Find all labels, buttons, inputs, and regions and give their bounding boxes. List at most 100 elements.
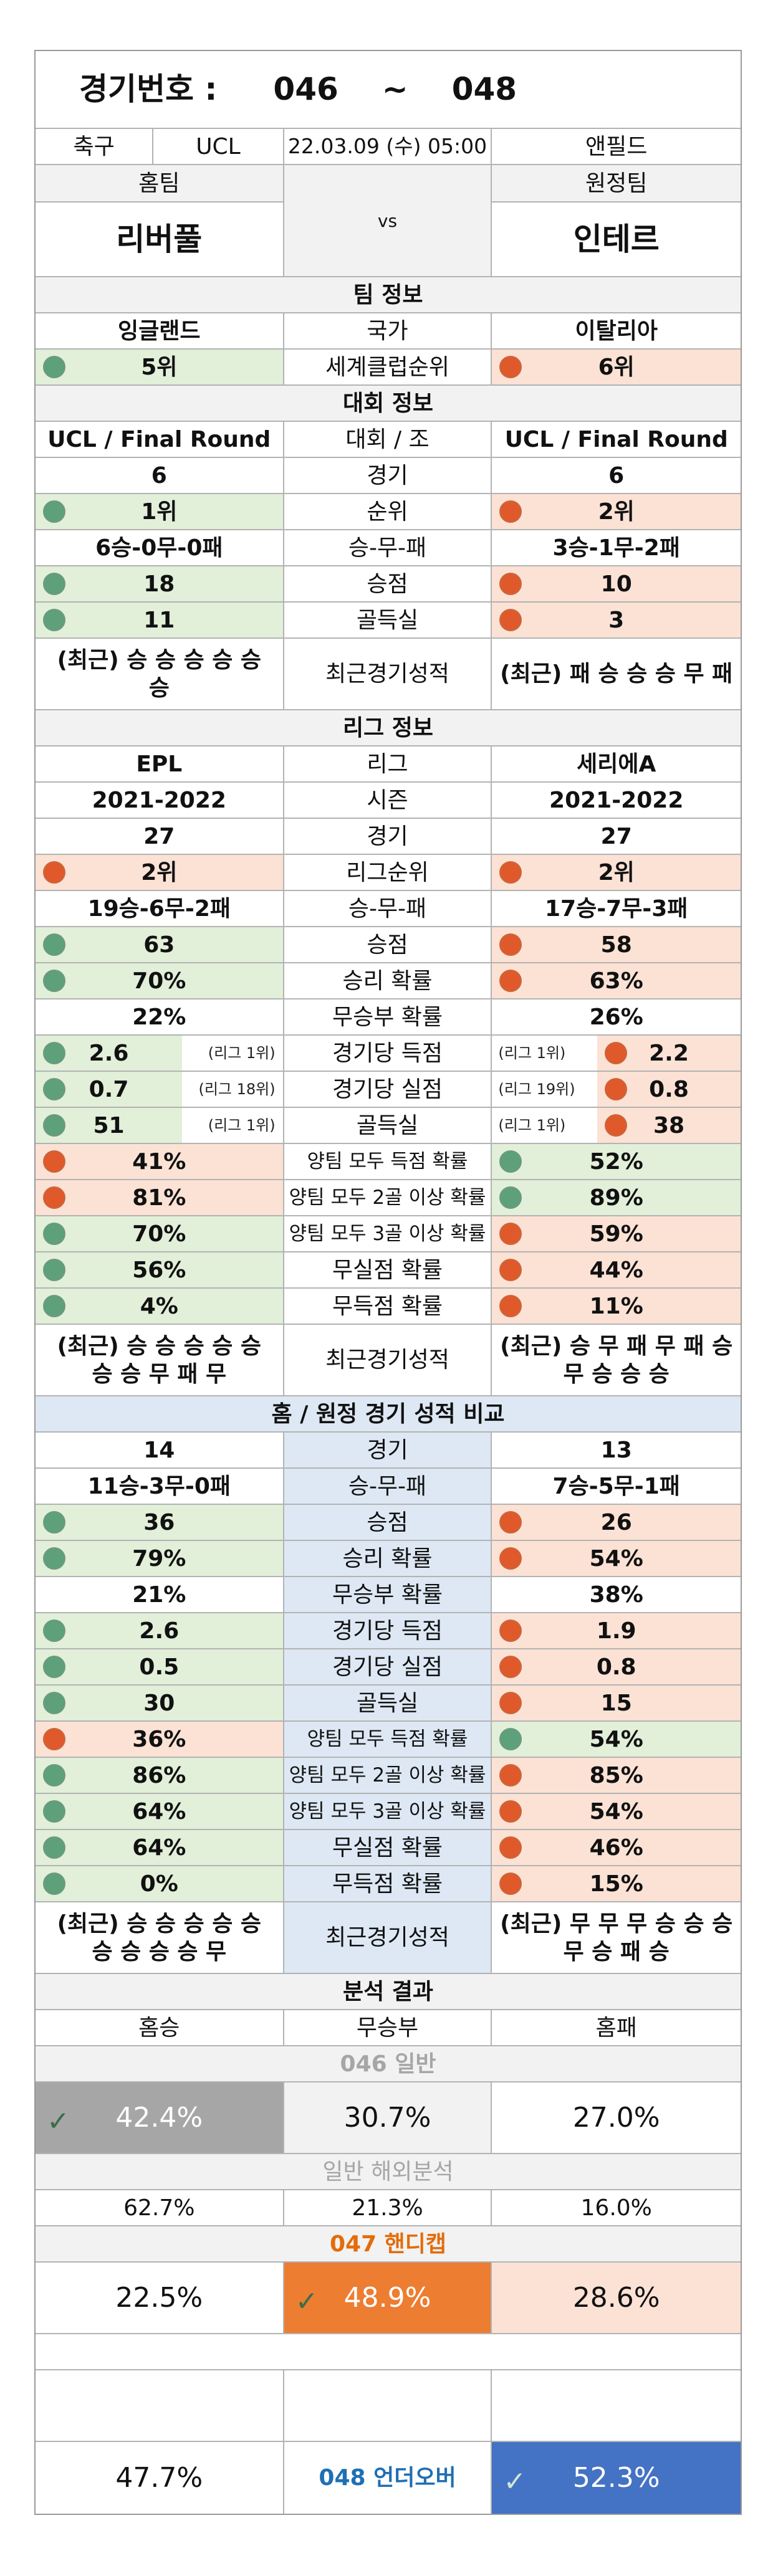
- stat-row: 2021-2022 시즌 2021-2022: [36, 783, 741, 819]
- home-value-text: 22%: [132, 1004, 186, 1030]
- overseas-draw: 21.3%: [284, 2190, 492, 2225]
- stat-label: 골득실: [284, 603, 492, 637]
- away-value: 15: [492, 1686, 741, 1720]
- home-value-text: 56%: [132, 1257, 186, 1283]
- away-value-text: UCL / Final Round: [504, 426, 728, 452]
- stat-row: 36 승점 26: [36, 1505, 741, 1541]
- home-value-text: 64%: [132, 1834, 186, 1861]
- stat-row: 1위 순위 2위: [36, 494, 741, 530]
- home-value-text: 36: [143, 1509, 175, 1535]
- stat-label-text: 승점: [367, 571, 408, 597]
- stat-label: 무승부 확률: [284, 999, 492, 1034]
- g047-title: 047 핸디캡: [329, 2231, 447, 2257]
- stat-label-text: 무승부 확률: [332, 1004, 443, 1030]
- home-league-note: (리그 1위): [208, 1117, 276, 1134]
- home-value-text: 4%: [140, 1293, 178, 1319]
- home-value: 2021-2022: [36, 783, 284, 818]
- green-dot-icon: [43, 609, 65, 631]
- home-value: 0.5: [36, 1649, 284, 1684]
- blank-row: [36, 2370, 741, 2442]
- comp-recent-row: (최근) 승 승 승 승 승 승 최근경기성적 (최근) 패 승 승 승 무 패: [36, 639, 741, 710]
- home-value: UCL / Final Round: [36, 422, 284, 457]
- stat-row: 2위 리그순위 2위: [36, 855, 741, 891]
- stat-label-text: 양팀 모두 2골 이상 확률: [289, 1763, 486, 1787]
- away-value: 59%: [492, 1216, 741, 1251]
- stat-row: 6 경기 6: [36, 458, 741, 494]
- comp-recent-label: 최근경기성적: [284, 639, 492, 709]
- home-loss-label: 홈패: [595, 2015, 637, 2041]
- check-icon: ✓: [295, 2285, 319, 2317]
- comp-info-title: 대회 정보: [342, 390, 433, 416]
- away-value: 58: [492, 927, 741, 962]
- away-value: 세리에A: [492, 747, 741, 781]
- g047-title-row: 047 핸디캡: [36, 2226, 741, 2263]
- stat-label-text: 경기당 득점: [332, 1618, 443, 1644]
- draw-label: 무승부: [284, 2010, 492, 2045]
- teams-row: 홈팀 리버풀 vs 원정팀 인테르: [36, 165, 741, 277]
- green-dot-icon: [43, 1872, 65, 1895]
- home-value-text: 2위: [141, 859, 178, 885]
- away-value-text: 7승-5무-1패: [552, 1473, 680, 1499]
- stat-label: 경기: [284, 819, 492, 854]
- match-meta-row: 축구 UCL 22.03.09 (수) 05:00 앤필드: [36, 129, 741, 165]
- stat-label: 경기: [284, 458, 492, 493]
- g048-title: 048 언더오버: [284, 2442, 492, 2514]
- home-value: 6승-0무-0패: [36, 530, 284, 565]
- home-value-text: 64%: [132, 1798, 186, 1825]
- stat-label-text: 골득실: [356, 607, 419, 633]
- stat-label-text: 양팀 모두 3골 이상 확률: [289, 1800, 486, 1823]
- stat-label-text: 무득점 확률: [332, 1293, 443, 1319]
- comp-away-recent: (최근) 패 승 승 승 무 패: [500, 661, 733, 687]
- away-value: 2위: [492, 494, 741, 529]
- away-value-text: 2위: [598, 499, 635, 525]
- stat-label: 골득실: [284, 1108, 492, 1143]
- green-dot-icon: [43, 356, 65, 378]
- home-value-text: UCL / Final Round: [47, 426, 271, 452]
- stat-label-text: 승점: [367, 1509, 408, 1535]
- away-value-text: 27: [600, 823, 632, 849]
- stat-label-text: 경기: [367, 823, 408, 849]
- stat-label: 리그: [284, 747, 492, 781]
- home-value: 21%: [36, 1577, 284, 1612]
- g047-away: 28.6%: [492, 2263, 741, 2333]
- home-value-text: EPL: [136, 751, 183, 777]
- stat-label-text: 골득실: [356, 1690, 419, 1716]
- g047-row: 22.5% ✓ 48.9% 28.6%: [36, 2263, 741, 2334]
- ha-title: 홈 / 원정 경기 성적 비교: [271, 1401, 505, 1427]
- league-recent-row: (최근) 승 승 승 승 승 승 승 무 패 무 최근경기성적 (최근) 승 무…: [36, 1325, 741, 1396]
- away-value: 52%: [492, 1144, 741, 1179]
- stat-label: 경기당 실점: [284, 1649, 492, 1684]
- green-dot-icon: [43, 500, 65, 523]
- orange-dot-icon: [499, 1692, 522, 1714]
- away-value-text: 26%: [589, 1004, 643, 1030]
- home-value-text: 2.6: [89, 1040, 129, 1066]
- home-value: 1위: [36, 494, 284, 529]
- stat-label: 골득실: [284, 1686, 492, 1720]
- away-value: 6: [492, 458, 741, 493]
- league-home-recent: (최근) 승 승 승 승 승 승 승 무 패 무: [36, 1325, 284, 1395]
- orange-dot-icon: [499, 573, 522, 595]
- overseas-title-row: 일반 해외분석: [36, 2154, 741, 2190]
- stat-label: 경기: [284, 1433, 492, 1467]
- stat-label-text: 시즌: [367, 787, 408, 813]
- home-value-text: 2021-2022: [92, 787, 226, 813]
- home-league-note: (리그 18위): [198, 1080, 276, 1098]
- check-icon: ✓: [47, 2105, 70, 2137]
- green-dot-icon: [43, 1511, 65, 1534]
- away-value-text: 38%: [589, 1581, 643, 1608]
- stat-label: 승리 확률: [284, 1541, 492, 1576]
- away-value-text: 10: [600, 571, 632, 597]
- away-value: 11%: [492, 1289, 741, 1324]
- orange-dot-icon: [499, 1620, 522, 1642]
- g046-draw: 30.7%: [284, 2082, 492, 2153]
- away-value-text: 46%: [589, 1834, 643, 1861]
- green-dot-icon: [43, 1042, 65, 1064]
- away-value: 17승-7무-3패: [492, 891, 741, 926]
- stat-label: 양팀 모두 3골 이상 확률: [284, 1794, 492, 1829]
- spacer-row: [36, 2334, 741, 2370]
- away-value: 54%: [492, 1541, 741, 1576]
- away-value: 2위: [492, 855, 741, 890]
- stat-row: UCL / Final Round 대회 / 조 UCL / Final Round: [36, 422, 741, 458]
- stat-row: 56% 무실점 확률 44%: [36, 1252, 741, 1289]
- orange-dot-icon: [499, 1511, 522, 1534]
